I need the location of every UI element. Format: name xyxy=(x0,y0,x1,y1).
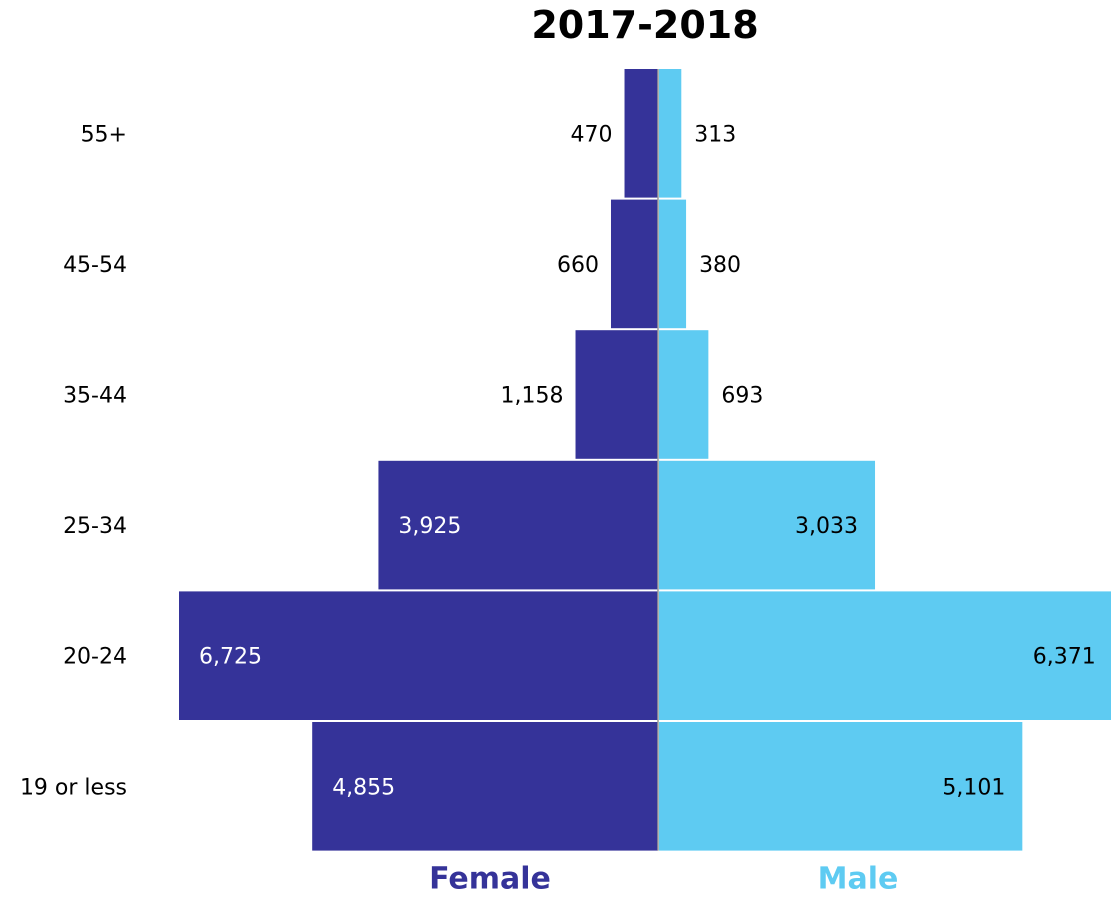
male-value-label: 5,101 xyxy=(942,775,1005,800)
male-bar xyxy=(659,199,687,329)
male-bar xyxy=(659,460,876,590)
male-value-label: 380 xyxy=(699,253,741,278)
female-bar xyxy=(575,330,658,459)
male-bar xyxy=(659,722,1023,851)
legend-male: Male xyxy=(818,862,899,897)
legend-female: Female xyxy=(429,862,551,897)
male-bar xyxy=(659,591,1111,720)
age-label: 35-44 xyxy=(63,384,127,409)
female-bar xyxy=(179,591,658,720)
female-value-label: 4,855 xyxy=(332,775,395,800)
male-value-label: 3,033 xyxy=(795,514,858,539)
age-label: 45-54 xyxy=(63,253,127,278)
female-value-label: 1,158 xyxy=(501,384,564,409)
age-label: 19 or less xyxy=(20,775,127,800)
female-value-label: 6,725 xyxy=(199,645,262,670)
bars-group: 55+ 470 313 45-54 660 380 35-44 1,158 693 25-34 3,… xyxy=(20,69,1111,851)
male-bar xyxy=(659,69,682,198)
male-value-label: 313 xyxy=(694,122,736,147)
female-bar xyxy=(312,722,658,851)
female-value-label: 470 xyxy=(571,122,613,147)
male-bar xyxy=(659,330,709,459)
female-bar xyxy=(610,199,658,329)
female-value-label: 3,925 xyxy=(398,514,461,539)
female-bar xyxy=(378,460,658,590)
chart-title: 2017-2018 xyxy=(531,3,758,47)
female-bar xyxy=(624,69,658,198)
male-value-label: 693 xyxy=(721,384,763,409)
age-label: 55+ xyxy=(81,122,127,147)
age-label: 20-24 xyxy=(63,645,127,670)
female-value-label: 660 xyxy=(557,253,599,278)
age-label: 25-34 xyxy=(63,514,127,539)
male-value-label: 6,371 xyxy=(1033,645,1096,670)
